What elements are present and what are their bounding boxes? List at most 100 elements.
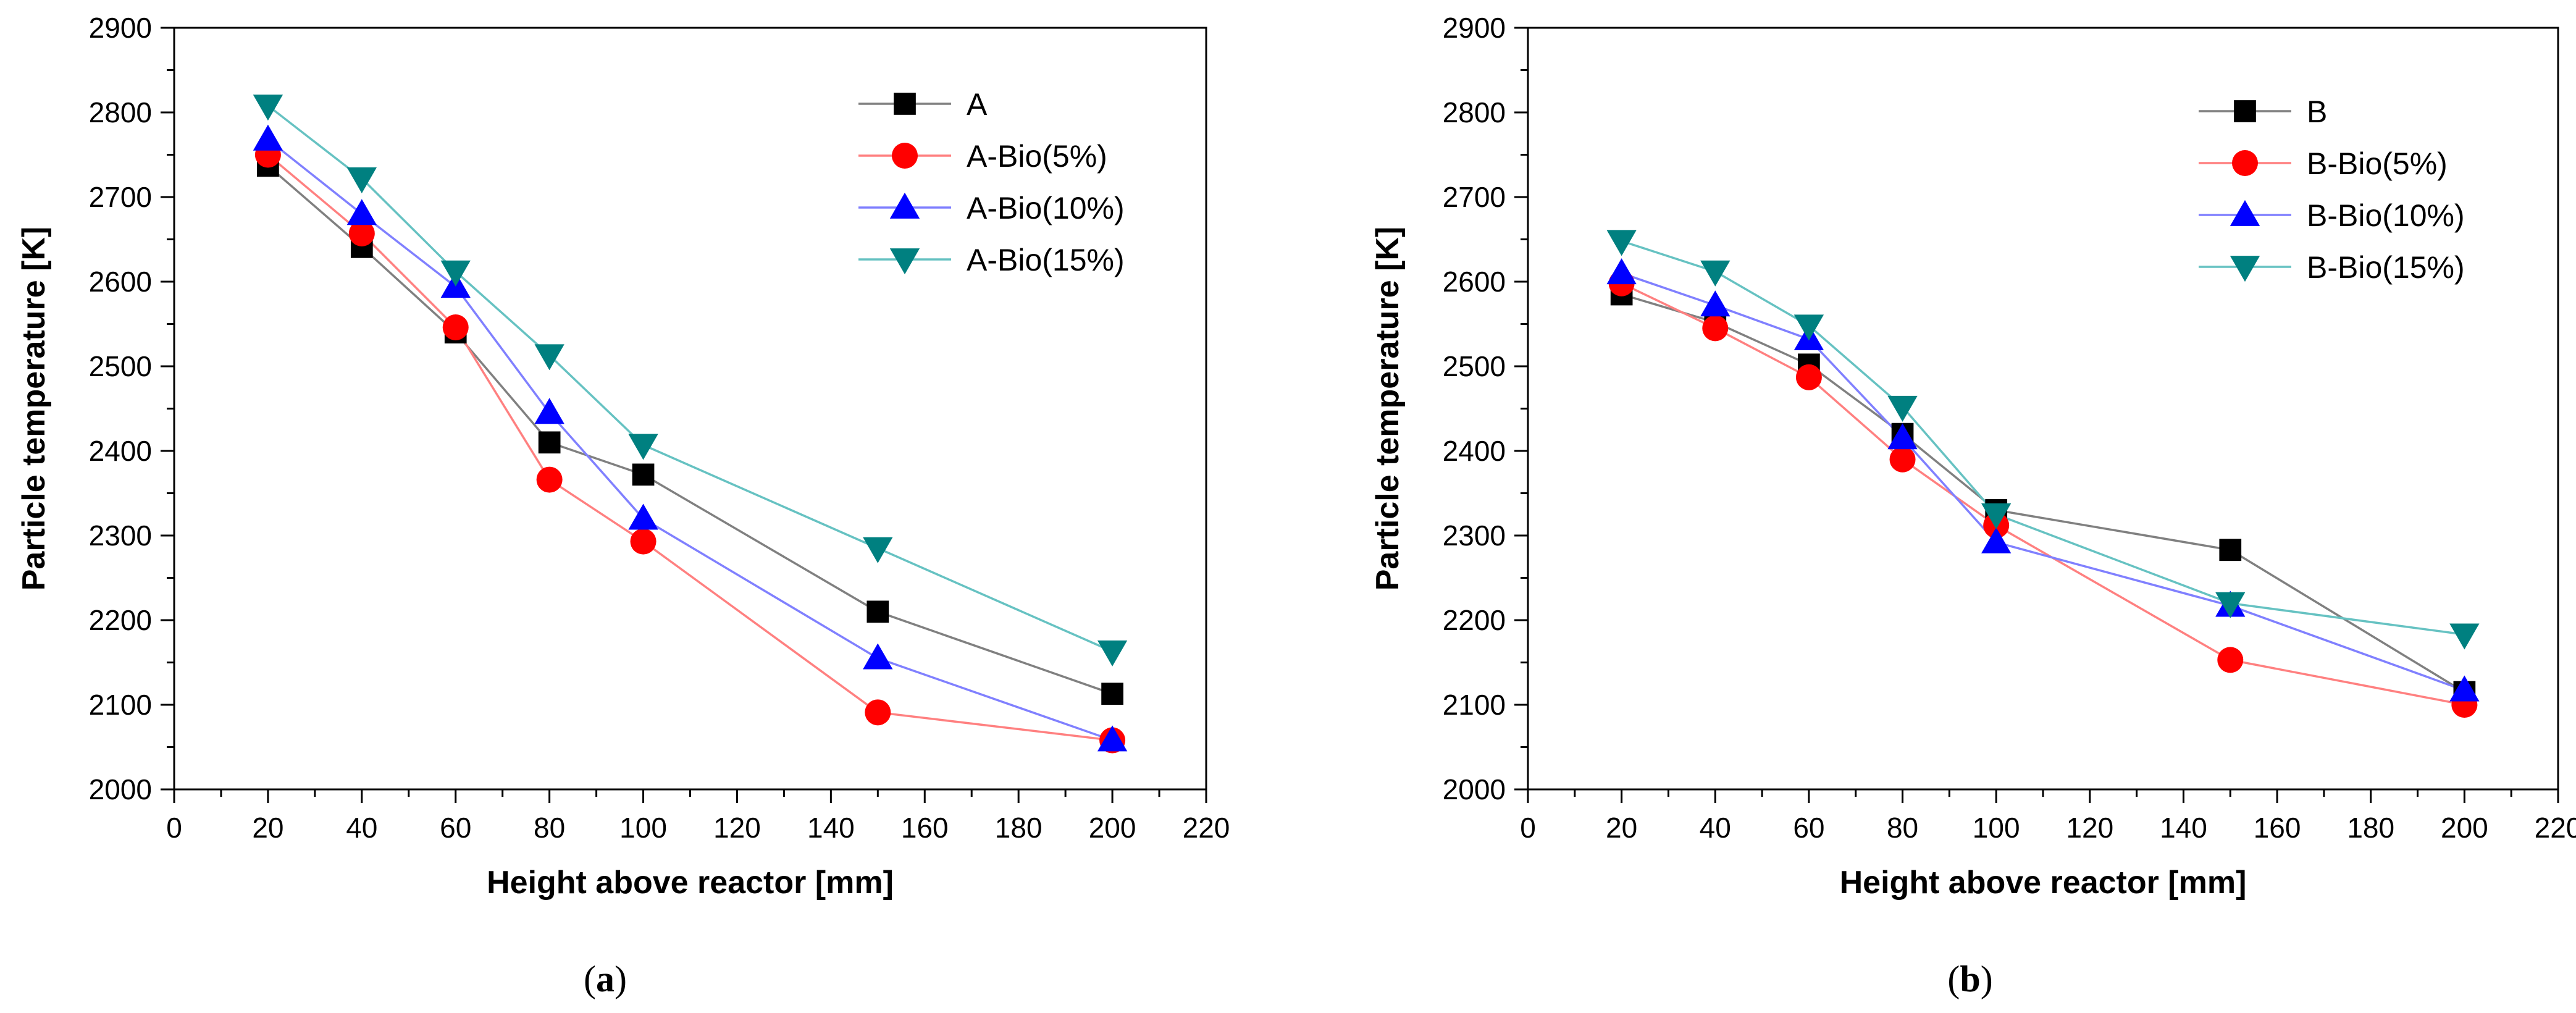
- legend-marker: [892, 143, 918, 169]
- series-markers-3: [253, 95, 1128, 666]
- series-markers-0: [257, 154, 1123, 705]
- y-tick-label: 2900: [89, 12, 152, 44]
- legend-label: A-Bio(15%): [967, 243, 1125, 277]
- y-tick-label: 2100: [89, 689, 152, 721]
- data-point: [1981, 527, 2012, 553]
- x-tick-label: 220: [2535, 812, 2576, 844]
- data-point: [1887, 423, 1918, 450]
- data-point: [863, 537, 893, 563]
- data-point: [1097, 725, 1128, 752]
- x-tick-label: 20: [1606, 812, 1637, 844]
- y-axis-title: Particle temperature [K]: [16, 227, 52, 591]
- x-tick-label: 0: [1520, 812, 1536, 844]
- data-point: [630, 528, 657, 555]
- data-point: [1889, 446, 1916, 473]
- y-tick-label: 2000: [1443, 773, 1506, 805]
- data-point: [1795, 364, 1822, 390]
- data-point: [538, 431, 561, 454]
- data-point: [440, 260, 471, 287]
- panel-label: (b): [1947, 959, 1992, 999]
- series-markers-0: [1610, 283, 2476, 704]
- y-tick-label: 2800: [89, 96, 152, 128]
- series-markers-1: [1608, 270, 2478, 718]
- data-point: [1101, 683, 1123, 705]
- y-tick-label: 2400: [89, 435, 152, 467]
- y-tick-label: 2400: [1443, 435, 1506, 467]
- data-point: [1981, 503, 2012, 529]
- legend-label: B-Bio(5%): [2307, 146, 2448, 181]
- y-tick-label: 2500: [89, 350, 152, 382]
- data-point: [1606, 230, 1637, 256]
- data-point: [1794, 314, 1824, 341]
- data-point: [2217, 647, 2244, 673]
- data-point: [253, 95, 283, 121]
- legend-marker: [2232, 150, 2258, 176]
- x-tick-label: 60: [1793, 812, 1824, 844]
- data-point: [632, 463, 655, 486]
- series-line-3: [267, 104, 1113, 653]
- y-tick-label: 2300: [1443, 519, 1506, 552]
- legend: B B-Bio(5%) B-Bio(10%) B-Bio(15%): [2199, 95, 2465, 285]
- x-tick-label: 40: [1700, 812, 1731, 844]
- series-line-2: [1621, 272, 2465, 692]
- data-point: [536, 466, 563, 493]
- x-tick-label: 140: [807, 812, 855, 844]
- data-point: [534, 344, 564, 371]
- legend-marker: [894, 93, 916, 115]
- data-point: [863, 643, 893, 670]
- y-tick-label: 2700: [1443, 181, 1506, 213]
- x-tick-label: 200: [2441, 812, 2488, 844]
- y-tick-label: 2600: [89, 266, 152, 298]
- x-tick-label: 0: [166, 812, 182, 844]
- x-axis-title: Height above reactor [mm]: [1840, 865, 2247, 901]
- data-point: [346, 167, 377, 194]
- data-point: [1887, 395, 1918, 422]
- chart-b: 0 20 40 60 80 100 120 140 160 180 200 220 2000 2100 22…: [1370, 12, 2576, 999]
- x-tick-label: 160: [901, 812, 949, 844]
- data-point: [865, 699, 891, 726]
- x-tick-label: 140: [2160, 812, 2207, 844]
- data-point: [866, 600, 889, 623]
- data-point: [1606, 258, 1637, 285]
- legend-marker: [2230, 256, 2260, 282]
- x-tick-label: 20: [252, 812, 283, 844]
- data-point: [348, 220, 375, 246]
- x-tick-label: 40: [346, 812, 377, 844]
- y-tick-label: 2200: [89, 604, 152, 636]
- x-axis-title: Height above reactor [mm]: [487, 865, 894, 901]
- data-point: [346, 199, 377, 225]
- x-tick-label: 80: [534, 812, 565, 844]
- data-point: [2219, 539, 2242, 561]
- x-tick-label: 80: [1887, 812, 1918, 844]
- x-tick-label: 200: [1089, 812, 1136, 844]
- series-line-0: [1621, 293, 2465, 693]
- legend-label: A-Bio(10%): [967, 191, 1125, 225]
- data-point: [628, 503, 658, 530]
- series-markers-3: [1606, 230, 2480, 650]
- legend-label: B-Bio(15%): [2307, 250, 2465, 285]
- data-point: [1097, 640, 1128, 666]
- legend: A A-Bio(5%) A-Bio(10%) A-Bio(15%): [858, 87, 1125, 277]
- x-tick-label: 160: [2254, 812, 2301, 844]
- data-point: [1702, 315, 1729, 342]
- x-tick-label: 100: [1973, 812, 2020, 844]
- y-tick-label: 2700: [89, 181, 152, 213]
- legend-label: B-Bio(10%): [2307, 198, 2465, 233]
- data-point: [534, 398, 564, 424]
- legend-marker: [889, 192, 920, 219]
- plot-frame: [1527, 27, 2559, 791]
- legend-marker: [889, 248, 920, 275]
- chart-a: 0 20 40 60 80 100 120 140 160 180 200 220 2000 2100 22…: [16, 12, 1230, 999]
- data-point: [628, 434, 658, 460]
- series-markers-2: [1606, 258, 2480, 702]
- legend-label: B: [2307, 95, 2327, 129]
- legend-marker: [2230, 200, 2260, 226]
- legend-label: A-Bio(5%): [967, 139, 1107, 174]
- x-tick-label: 100: [619, 812, 667, 844]
- x-tick-label: 180: [2347, 812, 2394, 844]
- y-tick-label: 2900: [1443, 12, 1506, 44]
- data-point: [442, 314, 469, 340]
- x-tick-label: 180: [995, 812, 1043, 844]
- y-tick-label: 2300: [89, 519, 152, 552]
